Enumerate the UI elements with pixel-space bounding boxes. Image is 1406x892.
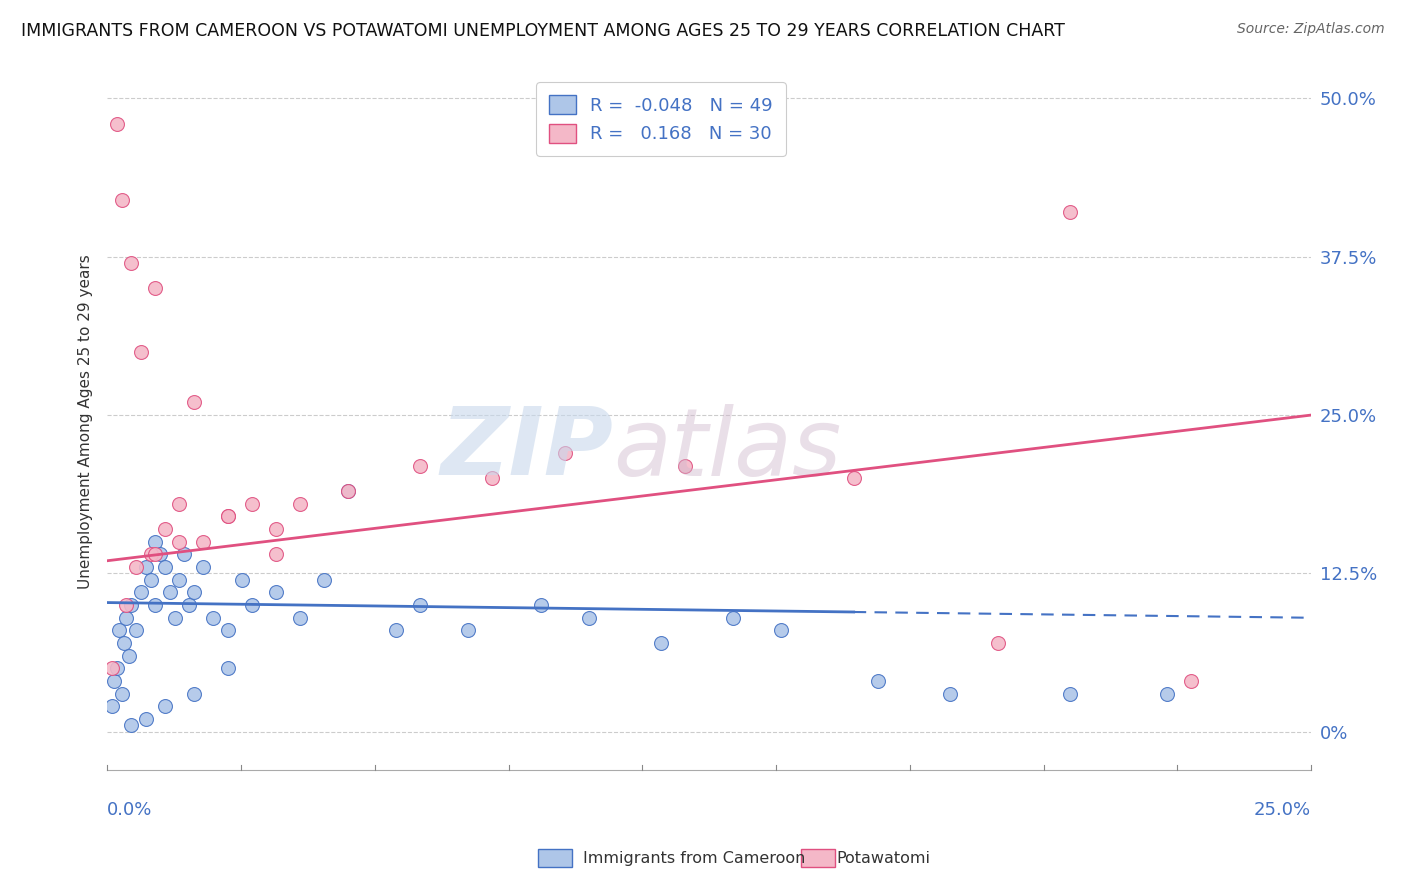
Point xyxy=(385,624,408,638)
Point xyxy=(169,573,191,587)
Point xyxy=(554,446,576,460)
Point xyxy=(673,458,696,473)
Point xyxy=(125,624,148,638)
Point xyxy=(129,344,152,359)
Point xyxy=(288,611,311,625)
Point xyxy=(264,585,287,599)
Point xyxy=(1059,205,1081,219)
Point xyxy=(135,560,157,574)
Point xyxy=(143,281,166,295)
Point xyxy=(159,585,181,599)
Text: Immigrants from Cameroon: Immigrants from Cameroon xyxy=(583,851,806,865)
Point xyxy=(101,699,124,714)
Point xyxy=(149,548,172,562)
Point xyxy=(110,687,132,701)
Point xyxy=(120,256,142,270)
Point xyxy=(264,522,287,536)
Point xyxy=(217,624,239,638)
Point xyxy=(217,509,239,524)
Point xyxy=(129,585,152,599)
Text: atlas: atlas xyxy=(613,404,841,495)
Point xyxy=(112,636,135,650)
Text: 0.0%: 0.0% xyxy=(107,802,152,820)
Point xyxy=(264,548,287,562)
Point xyxy=(481,471,503,485)
Point xyxy=(987,636,1010,650)
Point xyxy=(125,560,148,574)
Point xyxy=(139,548,162,562)
Point xyxy=(866,674,889,689)
Point xyxy=(115,598,138,612)
Point xyxy=(101,661,124,675)
Point xyxy=(183,687,205,701)
Point xyxy=(183,585,205,599)
Point xyxy=(105,117,128,131)
Point xyxy=(202,611,225,625)
Point xyxy=(530,598,553,612)
Point xyxy=(217,661,239,675)
Point xyxy=(231,573,253,587)
Point xyxy=(650,636,672,650)
Point xyxy=(153,560,176,574)
Point xyxy=(169,497,191,511)
Point xyxy=(120,598,142,612)
Point xyxy=(153,699,176,714)
Point xyxy=(1180,674,1202,689)
Point xyxy=(108,624,131,638)
Point xyxy=(409,598,432,612)
Point xyxy=(1156,687,1178,701)
Point xyxy=(336,484,359,499)
Point xyxy=(578,611,600,625)
Point xyxy=(1059,687,1081,701)
Point xyxy=(103,674,125,689)
Point xyxy=(143,548,166,562)
Text: ZIP: ZIP xyxy=(440,403,613,495)
Point xyxy=(288,497,311,511)
Point xyxy=(336,484,359,499)
Point xyxy=(312,573,335,587)
Point xyxy=(143,534,166,549)
Point xyxy=(120,718,142,732)
Point xyxy=(217,509,239,524)
Text: 25.0%: 25.0% xyxy=(1254,802,1312,820)
Text: Source: ZipAtlas.com: Source: ZipAtlas.com xyxy=(1237,22,1385,37)
Legend: R =  -0.048   N = 49, R =   0.168   N = 30: R = -0.048 N = 49, R = 0.168 N = 30 xyxy=(536,82,786,156)
Point xyxy=(939,687,962,701)
Point xyxy=(240,497,263,511)
Point xyxy=(169,534,191,549)
Point xyxy=(193,560,215,574)
Point xyxy=(173,548,195,562)
Point xyxy=(118,648,141,663)
Point xyxy=(110,193,132,207)
Point xyxy=(135,712,157,726)
Point xyxy=(457,624,479,638)
Y-axis label: Unemployment Among Ages 25 to 29 years: Unemployment Among Ages 25 to 29 years xyxy=(79,254,93,589)
Point xyxy=(153,522,176,536)
Point xyxy=(842,471,865,485)
Point xyxy=(409,458,432,473)
Point xyxy=(723,611,745,625)
Point xyxy=(193,534,215,549)
Point xyxy=(177,598,200,612)
Point xyxy=(115,611,138,625)
Point xyxy=(770,624,793,638)
Text: IMMIGRANTS FROM CAMEROON VS POTAWATOMI UNEMPLOYMENT AMONG AGES 25 TO 29 YEARS CO: IMMIGRANTS FROM CAMEROON VS POTAWATOMI U… xyxy=(21,22,1064,40)
Text: Potawatomi: Potawatomi xyxy=(837,851,931,865)
Point xyxy=(139,573,162,587)
Point xyxy=(143,598,166,612)
Point xyxy=(105,661,128,675)
Point xyxy=(183,395,205,409)
Point xyxy=(163,611,186,625)
Point xyxy=(240,598,263,612)
